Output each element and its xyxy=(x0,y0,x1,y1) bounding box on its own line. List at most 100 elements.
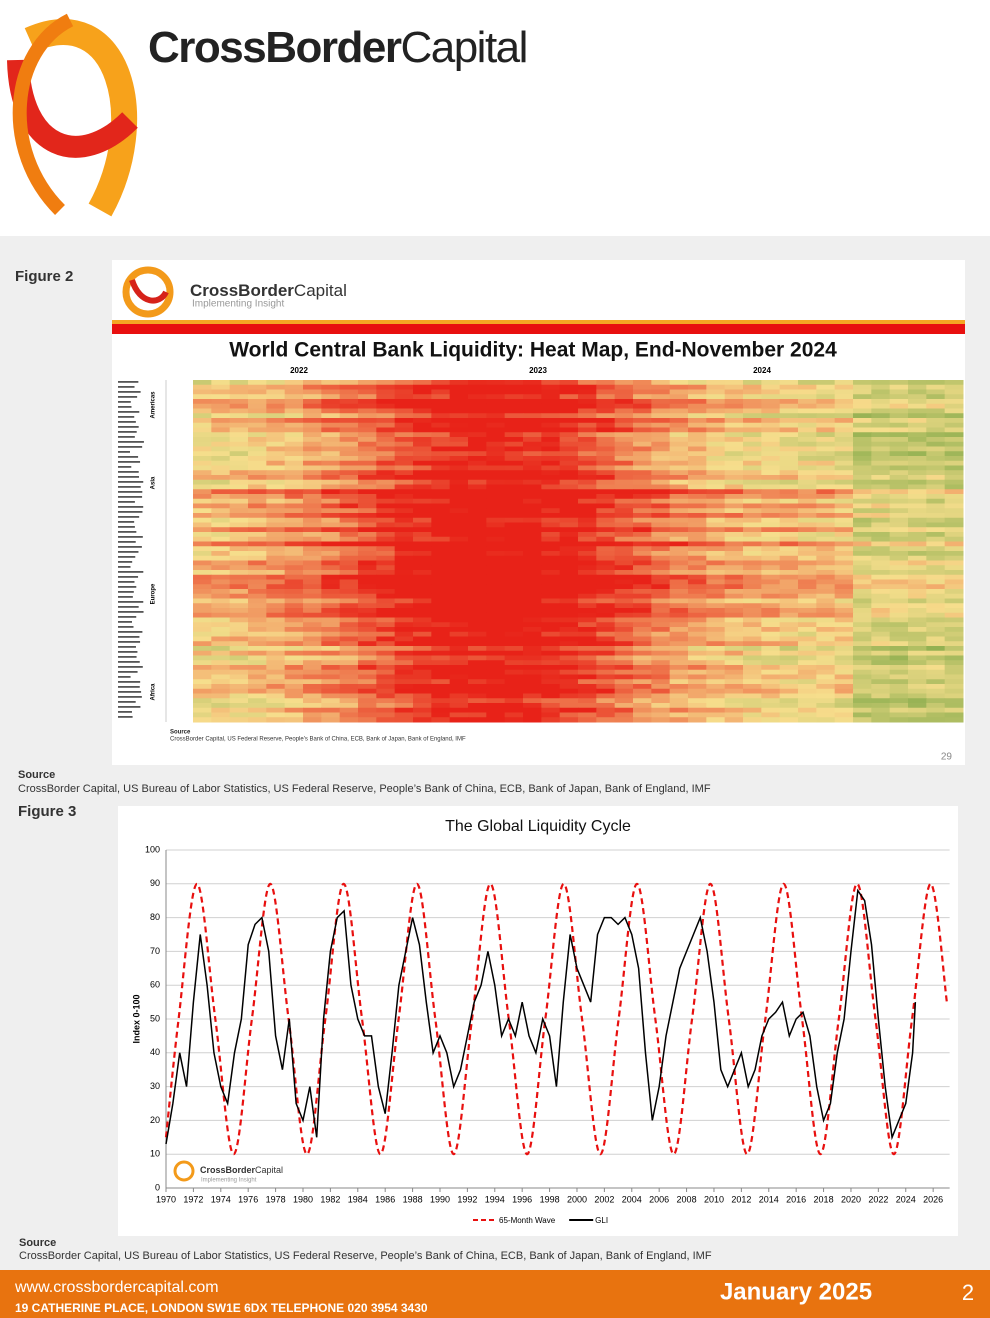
heatmap-cell xyxy=(706,460,726,466)
heatmap-cell xyxy=(633,565,652,571)
heatmap-cell xyxy=(926,489,946,495)
heatmap-cell xyxy=(523,532,542,538)
heatmap-cell xyxy=(743,622,762,628)
heatmap-cell xyxy=(743,437,762,443)
heatmap-cell xyxy=(834,603,854,609)
heatmap-cell xyxy=(834,418,854,424)
heatmap-cell xyxy=(229,479,249,485)
heatmap-cell xyxy=(743,646,762,652)
heatmap-cell xyxy=(541,665,561,671)
heatmap-cell xyxy=(394,555,414,561)
heatmap-cell xyxy=(358,560,377,566)
heatmap-cell xyxy=(816,394,836,400)
y-tick-label: 30 xyxy=(150,1081,160,1091)
heatmap-cell xyxy=(504,617,524,623)
heatmap-cell xyxy=(779,589,799,595)
heatmap-cell xyxy=(321,679,341,685)
heatmap-cell xyxy=(339,608,359,614)
heatmap-cell xyxy=(321,437,341,443)
heatmap-cell xyxy=(779,399,799,405)
country-label-placeholder xyxy=(118,616,137,618)
heatmap-cell xyxy=(541,522,561,528)
heatmap-cell xyxy=(651,560,671,566)
country-label-placeholder xyxy=(118,396,138,398)
heatmap-cell xyxy=(431,413,451,419)
heatmap-cell xyxy=(871,456,891,462)
heatmap-cell xyxy=(669,503,689,509)
heatmap-cell xyxy=(578,394,597,400)
heatmap-cell xyxy=(908,636,927,642)
heatmap-cell xyxy=(944,422,964,428)
heatmap-cell xyxy=(596,446,616,452)
heatmap-cell xyxy=(193,574,212,580)
heatmap-cell xyxy=(578,703,597,709)
heatmap-cell xyxy=(541,508,561,514)
heatmap-cell xyxy=(376,441,396,447)
heatmap-cell xyxy=(468,408,487,414)
heatmap-cell xyxy=(486,650,506,656)
heatmap-cell xyxy=(743,484,762,490)
heatmap-cell xyxy=(853,636,872,642)
heatmap-cell xyxy=(578,418,597,424)
heatmap-cell xyxy=(853,560,872,566)
heatmap-cell xyxy=(376,498,396,504)
heatmap-cell xyxy=(578,541,597,547)
heatmap-cell xyxy=(303,484,322,490)
heatmap-cell xyxy=(853,650,872,656)
heatmap-cell xyxy=(853,546,872,552)
heatmap-cell xyxy=(211,693,231,699)
inner-source: CrossBorder Capital, US Federal Reserve,… xyxy=(170,737,466,743)
heatmap-cell xyxy=(889,494,909,500)
heatmap-cell xyxy=(339,427,359,433)
heatmap-cell xyxy=(303,717,322,723)
heatmap-cell xyxy=(669,422,689,428)
heatmap-cell xyxy=(413,408,432,414)
heatmap-cell xyxy=(559,513,579,519)
country-label-placeholder xyxy=(118,706,141,708)
heatmap-cell xyxy=(944,541,964,547)
heatmap-cell xyxy=(944,589,964,595)
heatmap-cell xyxy=(523,674,542,680)
heatmap-cell xyxy=(834,527,854,533)
heatmap-cell xyxy=(266,456,286,462)
heatmap-cell xyxy=(523,456,542,462)
heatmap-cell xyxy=(541,408,561,414)
country-label-placeholder xyxy=(118,386,135,388)
heatmap-cell xyxy=(688,441,707,447)
heatmap-cell xyxy=(779,574,799,580)
heatmap-cell xyxy=(229,460,249,466)
footer-page: 2 xyxy=(962,1280,974,1305)
heatmap-cell xyxy=(761,560,781,566)
heatmap-cell xyxy=(669,451,689,457)
heatmap-cell xyxy=(853,522,872,528)
heatmap-cell xyxy=(248,384,267,390)
heatmap-cell xyxy=(633,698,652,704)
heatmap-cell xyxy=(358,608,377,614)
heatmap-cell xyxy=(706,617,726,623)
heatmap-cell xyxy=(193,508,212,514)
heatmap-cell xyxy=(394,641,414,647)
heatmap-cell xyxy=(944,612,964,618)
heatmap-cell xyxy=(211,522,231,528)
heatmap-cell xyxy=(926,598,946,604)
heatmap-cell xyxy=(431,437,451,443)
heatmap-cell xyxy=(303,403,322,409)
country-label-placeholder xyxy=(118,666,143,668)
heatmap-cell xyxy=(193,532,212,538)
heatmap-cell xyxy=(926,536,946,542)
country-label-placeholder xyxy=(118,496,143,498)
country-label-placeholder xyxy=(118,406,132,408)
heatmap-cell xyxy=(596,427,616,433)
heatmap-cell xyxy=(596,451,616,457)
heatmap-cell xyxy=(504,650,524,656)
heatmap-cell xyxy=(816,513,836,519)
heatmap-cell xyxy=(651,517,671,523)
heatmap-cell xyxy=(394,707,414,713)
heatmap-cell xyxy=(761,684,781,690)
heatmap-cell xyxy=(779,437,799,443)
heatmap-cell xyxy=(211,546,231,552)
heatmap-cell xyxy=(559,403,579,409)
heatmap-cell xyxy=(578,698,597,704)
country-label-placeholder xyxy=(118,461,141,463)
country-label-placeholder xyxy=(118,446,143,448)
